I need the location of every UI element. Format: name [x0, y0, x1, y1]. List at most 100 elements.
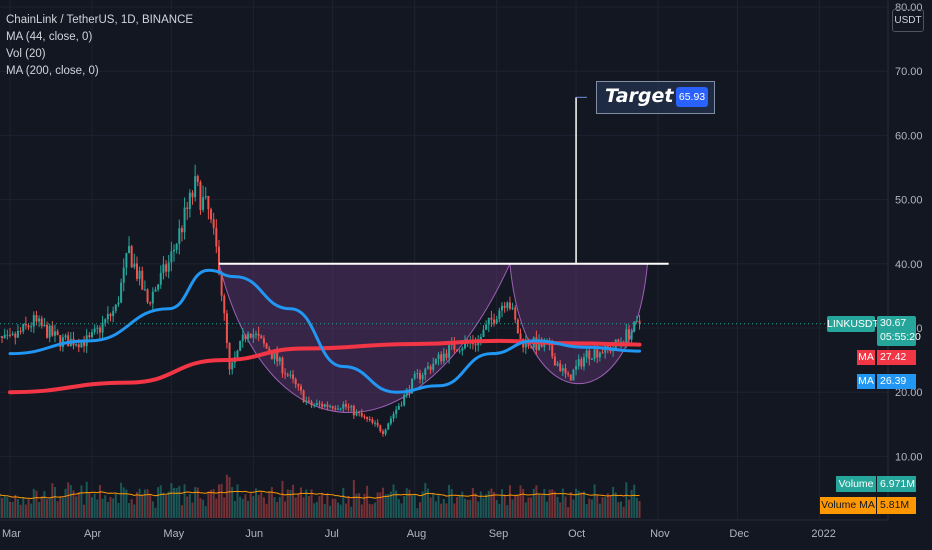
- volume-bar: [80, 485, 83, 518]
- candle-body: [437, 354, 440, 359]
- volume-bar: [545, 501, 548, 518]
- candle-body: [56, 331, 59, 336]
- volume-bar: [173, 487, 175, 518]
- volume-bar: [323, 504, 326, 518]
- candle-body: [146, 289, 149, 303]
- volume-bar: [104, 495, 107, 518]
- candle-body: [281, 357, 284, 374]
- volume-bar: [609, 495, 612, 518]
- volume-bar: [482, 498, 485, 518]
- candle-body: [257, 333, 260, 336]
- volume-bar: [101, 498, 104, 518]
- candle-body: [109, 313, 112, 317]
- candle-body: [392, 414, 395, 419]
- legend-volume[interactable]: Vol (20): [6, 48, 46, 60]
- volume-bar: [228, 477, 231, 518]
- volume-bar: [247, 500, 250, 518]
- candle-body: [461, 348, 464, 351]
- candle-body: [260, 335, 263, 339]
- volume-bar: [260, 492, 263, 518]
- candle-body: [180, 228, 183, 233]
- candle-body: [19, 331, 22, 333]
- volume-bar: [532, 488, 535, 518]
- volume-bar: [543, 489, 546, 518]
- volume-bar: [178, 485, 181, 518]
- time-tick-label: Oct: [568, 528, 585, 540]
- candle-body: [503, 305, 506, 308]
- volume-bar: [583, 491, 585, 518]
- volume-bar: [217, 484, 220, 518]
- volume-bar: [289, 490, 292, 518]
- candle-body: [43, 324, 46, 327]
- candle-body: [165, 264, 168, 272]
- candle-body: [3, 334, 6, 338]
- time-tick-label: Apr: [84, 528, 101, 540]
- target-annotation[interactable]: Target 65.93: [596, 81, 715, 114]
- volume-bar: [453, 503, 456, 518]
- volume-bar: [416, 508, 419, 518]
- volume-bar: [360, 504, 363, 518]
- volume-bar: [180, 505, 183, 518]
- candle-body: [215, 227, 218, 247]
- candle-body: [294, 379, 297, 385]
- volume-bar: [633, 484, 636, 518]
- volume-bar: [590, 499, 593, 518]
- candle-body: [77, 344, 80, 348]
- candle-body: [344, 404, 347, 407]
- volume-bar: [376, 492, 379, 518]
- volume-bar: [508, 485, 511, 518]
- candle-body: [104, 319, 107, 323]
- volume-bar: [186, 496, 189, 518]
- candle-body: [543, 342, 546, 347]
- candle-body: [98, 327, 101, 333]
- currency-unit-button[interactable]: USDT: [892, 9, 924, 32]
- candle-body: [493, 319, 496, 324]
- candle-body: [577, 359, 580, 367]
- volume-bar: [307, 496, 310, 518]
- candle-body: [389, 418, 392, 424]
- legend-ma44[interactable]: MA (44, close, 0): [6, 31, 93, 43]
- volume-bar: [19, 504, 22, 518]
- candle-body: [135, 263, 138, 279]
- candle-body: [363, 416, 366, 418]
- volume-ma-value-badge: 5.81M: [877, 497, 916, 514]
- candle-body: [572, 369, 575, 381]
- candle-body: [498, 310, 501, 320]
- candle-body: [83, 340, 86, 347]
- candle-body: [14, 333, 17, 338]
- candle-body: [244, 334, 247, 339]
- candle-body: [202, 197, 205, 210]
- legend-ma200[interactable]: MA (200, close, 0): [6, 65, 99, 77]
- cup-pattern-shape[interactable]: [218, 263, 511, 414]
- volume-bar: [278, 497, 281, 518]
- volume-bar: [299, 487, 302, 518]
- volume-bar: [321, 492, 324, 518]
- candle-body: [40, 318, 43, 327]
- candle-body: [141, 270, 144, 290]
- price-tick-label: 20.00: [895, 387, 923, 399]
- ma44-line[interactable]: [8, 268, 642, 394]
- volume-bar: [72, 490, 75, 518]
- symbol-title[interactable]: ChainLink / TetherUS, 1D, BINANCE: [6, 14, 194, 26]
- candle-body: [167, 262, 170, 272]
- candle-body: [223, 295, 226, 314]
- candle-body: [175, 243, 178, 250]
- candle-body: [278, 357, 281, 362]
- volume-bar: [35, 490, 38, 518]
- candle-body: [302, 390, 305, 403]
- volume-bar: [564, 496, 567, 518]
- volume-bar: [165, 495, 168, 518]
- volume-bar: [106, 501, 109, 518]
- candle-body: [347, 406, 350, 408]
- volume-bar: [88, 492, 91, 518]
- time-tick-label: Nov: [650, 528, 670, 540]
- candle-body: [601, 352, 604, 354]
- volume-bar: [538, 493, 541, 518]
- candle-body: [424, 368, 427, 375]
- candle-body: [151, 291, 154, 304]
- volume-bar: [114, 493, 117, 518]
- volume-bar: [516, 495, 519, 518]
- volume-bar: [130, 499, 133, 518]
- volume-bar: [540, 495, 543, 518]
